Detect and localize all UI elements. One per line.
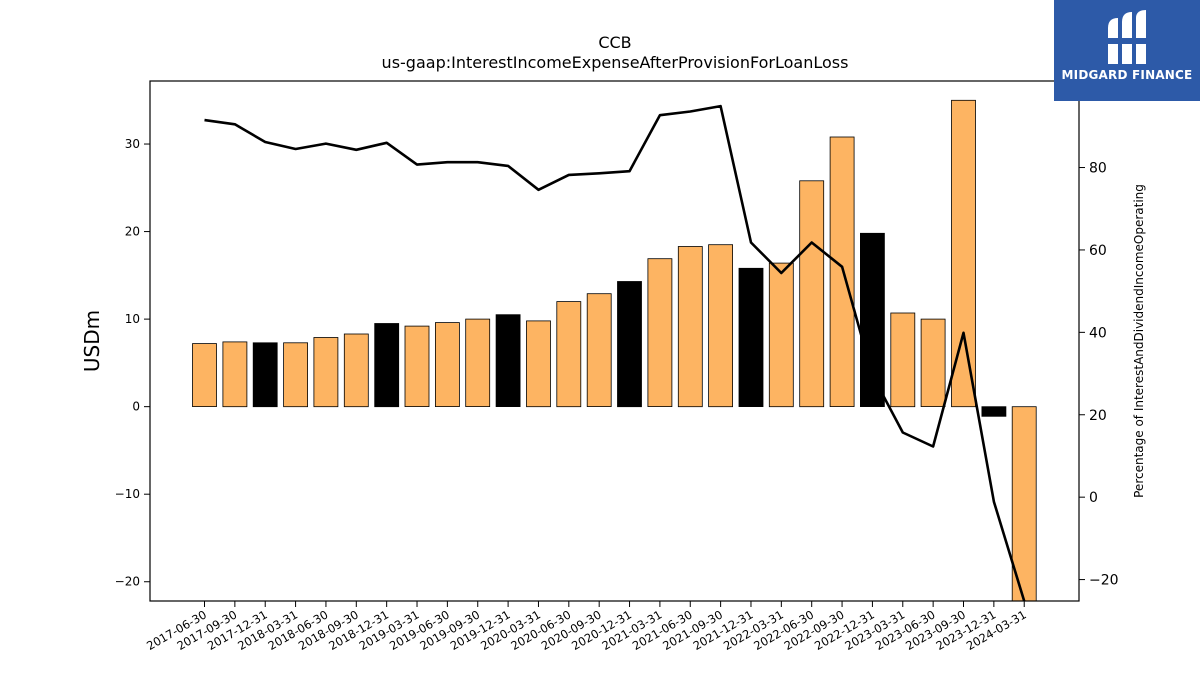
y2-tick-label: 20	[1089, 408, 1107, 424]
right-axis-ticks: −20 0 20 40 60 80	[1079, 161, 1119, 589]
bar-2021-06-30	[677, 246, 703, 408]
y-tick-label: 0	[132, 400, 140, 414]
x-axis-ticks: 2017-06-302017-09-302017-12-312018-03-31…	[144, 601, 1029, 653]
bar-2024-03-31	[1011, 406, 1037, 602]
bar-2018-06-30	[313, 337, 339, 408]
brand-name: MIDGARD FINANCE	[1061, 68, 1193, 82]
bar-2022-09-30	[829, 136, 855, 408]
y2-tick-label: −20	[1089, 573, 1119, 589]
y2-tick-label: 80	[1089, 161, 1107, 177]
bars-layer	[192, 99, 1037, 602]
y2-tick-label: 0	[1089, 490, 1098, 506]
bar-2019-09-30	[465, 318, 491, 408]
bar-2022-12-31	[860, 232, 885, 408]
y2-tick-label: 40	[1089, 325, 1107, 341]
bar-2019-12-31	[495, 314, 521, 408]
brand-logo: MIDGARD FINANCE	[1054, 0, 1200, 101]
left-axis-ticks: −20 −10 0 10 20 30	[115, 137, 150, 589]
bar-2018-12-31	[374, 323, 400, 408]
bar-2022-06-30	[799, 180, 825, 408]
bar-2020-09-30	[586, 293, 612, 408]
bar-2020-12-31	[617, 281, 642, 408]
y2-axis-label: Percentage of InterestAndDividendIncomeO…	[1132, 184, 1146, 498]
midgard-logo-icon	[1106, 10, 1148, 64]
plot-frame	[149, 80, 1080, 602]
bar-2017-12-31	[252, 342, 278, 408]
series-line	[204, 104, 1026, 602]
chart-subtitle: us-gaap:InterestIncomeExpenseAfterProvis…	[382, 53, 849, 72]
bar-2022-03-31	[768, 262, 794, 408]
bar-2017-09-30	[222, 341, 248, 408]
bar-2018-09-30	[343, 333, 369, 408]
bar-2023-06-30	[920, 318, 946, 408]
y-tick-label: 30	[125, 137, 140, 151]
y-tick-label: 20	[125, 225, 140, 239]
bar-2023-12-31	[981, 406, 1007, 417]
bar-2017-06-30	[192, 343, 217, 408]
bar-2021-09-30	[708, 244, 733, 408]
chart-title: CCB	[598, 33, 631, 52]
bar-2023-09-30	[951, 99, 976, 408]
y-tick-label: −10	[115, 487, 140, 501]
line-layer	[204, 104, 1026, 602]
y-axis-label: USDm	[80, 310, 104, 372]
bar-2019-03-31	[404, 325, 430, 408]
bar-2021-12-31	[738, 267, 764, 407]
y2-tick-label: 60	[1089, 243, 1107, 259]
bar-2020-03-31	[526, 320, 551, 408]
bar-2019-06-30	[434, 322, 460, 408]
bar-2020-06-30	[556, 301, 582, 408]
y-tick-label: 10	[125, 312, 140, 326]
bar-2018-03-31	[283, 342, 309, 408]
bar-2021-03-31	[647, 258, 673, 408]
bar-2023-03-31	[890, 312, 916, 408]
y-tick-label: −20	[115, 575, 140, 589]
